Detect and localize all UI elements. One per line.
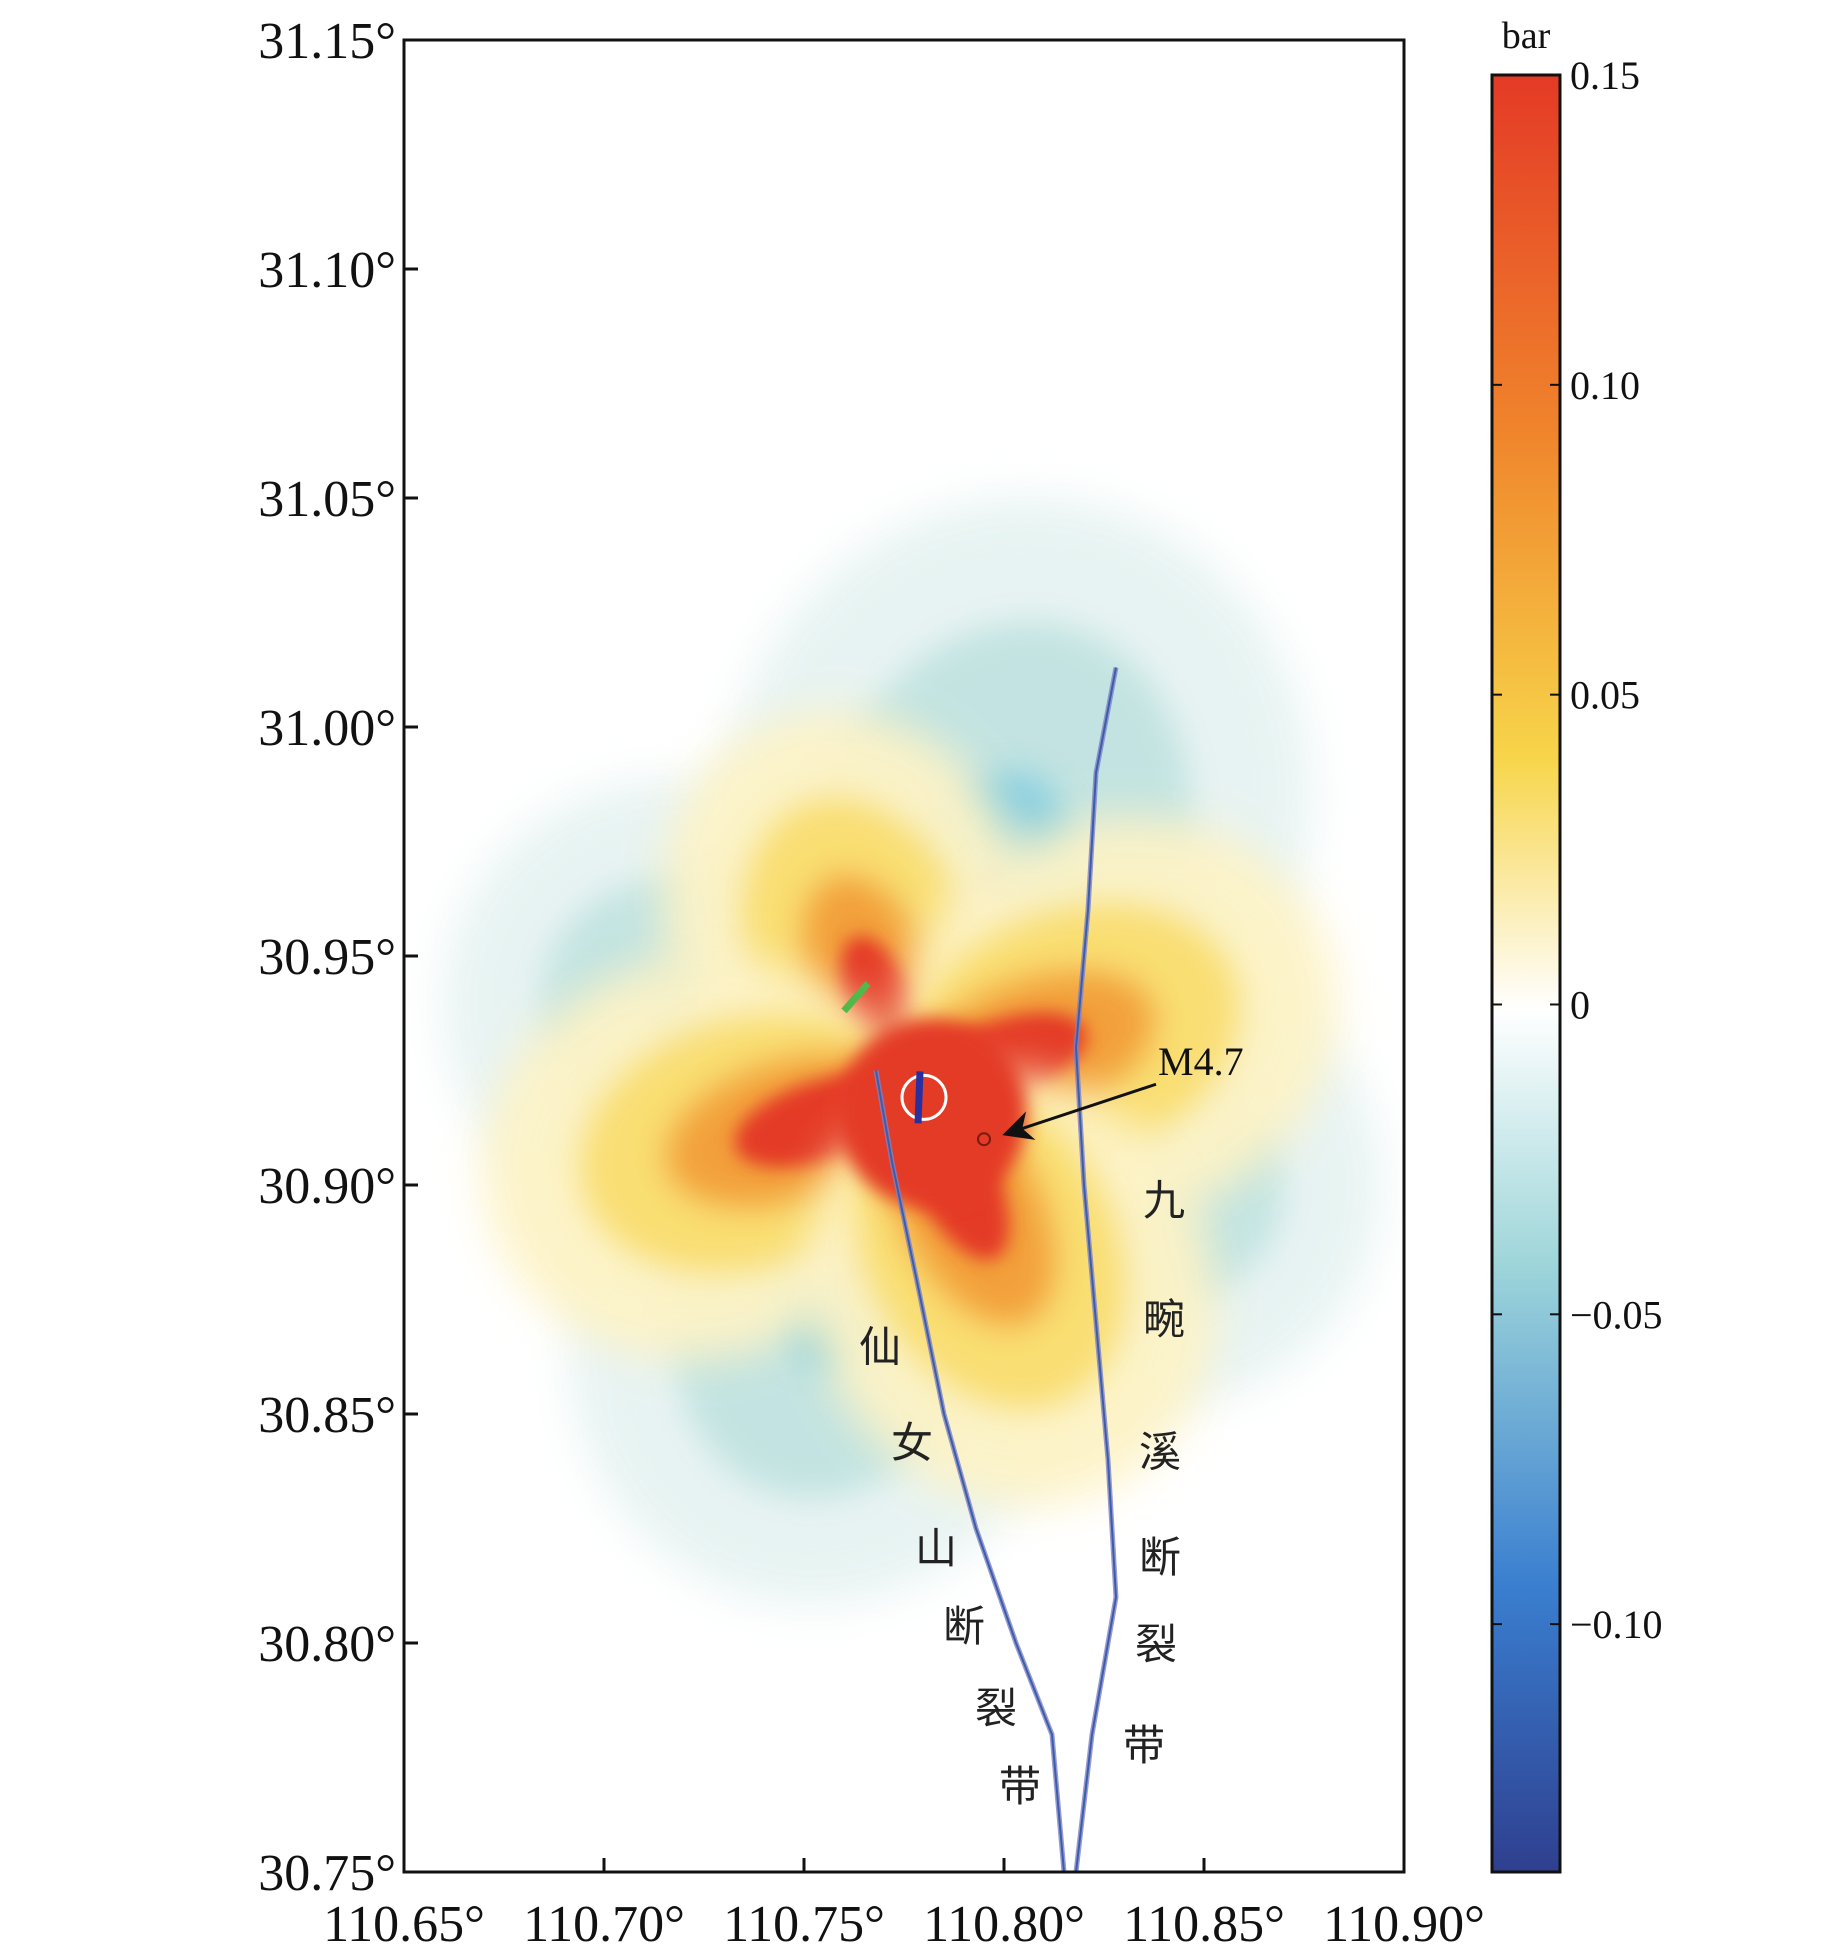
colorbar-tick-label-2: 0.05 <box>1570 673 1640 718</box>
fault-label-char-1-5: 带 <box>1123 1721 1165 1770</box>
y-tick-label-2: 31.05° <box>258 471 396 528</box>
x-tick-label-0: 110.65° <box>323 1896 485 1951</box>
colorbar-ticks: 0.15 0.10 0.05 0 −0.05 −0.10 <box>1492 53 1663 1647</box>
x-tick-label-5: 110.90° <box>1323 1896 1485 1951</box>
fault-label-char-0-3: 断 <box>943 1602 985 1651</box>
fault-label-char-0-5: 带 <box>999 1762 1041 1811</box>
colorbar-tick-label-4: −0.05 <box>1570 1292 1663 1337</box>
receiver-fault-segment <box>841 981 871 1014</box>
y-tick-label-7: 30.80° <box>258 1616 396 1673</box>
colorbar-tick-label-3: 0 <box>1570 982 1590 1027</box>
fault-label-char-0-4: 裂 <box>975 1684 1017 1733</box>
stress-core <box>837 1018 1027 1209</box>
x-tick-label-3: 110.80° <box>923 1896 1085 1951</box>
y-tick-label-6: 30.85° <box>258 1387 396 1444</box>
x-tick-label-2: 110.75° <box>723 1896 885 1951</box>
fault-trace-core-0 <box>875 1070 1065 1872</box>
y-tick-label-4: 30.95° <box>258 929 396 986</box>
x-tick-label-4: 110.85° <box>1123 1896 1285 1951</box>
fault-trace-core-1 <box>1074 667 1118 1872</box>
fault-label-char-1-4: 裂 <box>1135 1620 1177 1669</box>
colorbar: bar 0.15 0.10 0.05 0 −0.05 −0.10 <box>1490 15 1663 1874</box>
axes: 110.65° 110.70° 110.75° 110.80° 110.85° 110.9… <box>258 13 1485 1951</box>
colorbar-gradient <box>1490 73 1562 1874</box>
annotation-label: M4.7 <box>1158 1039 1244 1084</box>
y-tick-label-3: 31.00° <box>258 700 396 757</box>
focal-mechanism-icon <box>900 1073 948 1121</box>
y-tick-label-5: 30.90° <box>258 1158 396 1215</box>
y-tick-label-1: 31.10° <box>258 242 396 299</box>
stress-field <box>444 497 1380 1604</box>
y-tick-label-8: 30.75° <box>258 1845 396 1902</box>
annotation-arrow <box>1002 1082 1157 1140</box>
fault-label-char-1-1: 畹 <box>1143 1295 1185 1344</box>
y-tick-label-0: 31.15° <box>258 13 396 70</box>
fault-label-char-1-2: 溪 <box>1139 1428 1181 1477</box>
x-tick-label-1: 110.70° <box>523 1896 685 1951</box>
colorbar-tick-label-0: 0.15 <box>1570 53 1640 98</box>
fault-traces <box>873 667 1119 1872</box>
m47-epicenter-icon <box>977 1132 991 1147</box>
fault-label-char-0-2: 山 <box>915 1524 957 1573</box>
fault-label-char-0-0: 仙 <box>859 1322 901 1371</box>
colorbar-tick-label-1: 0.10 <box>1570 363 1640 408</box>
source-fault-segment <box>914 1071 924 1124</box>
colorbar-tick-label-5: −0.10 <box>1570 1602 1663 1647</box>
fault-label-char-1-3: 断 <box>1139 1533 1181 1582</box>
fault-label-char-0-1: 女 <box>891 1419 933 1468</box>
fault-label-char-1-0: 九 <box>1143 1176 1185 1225</box>
colorbar-unit: bar <box>1502 15 1551 57</box>
